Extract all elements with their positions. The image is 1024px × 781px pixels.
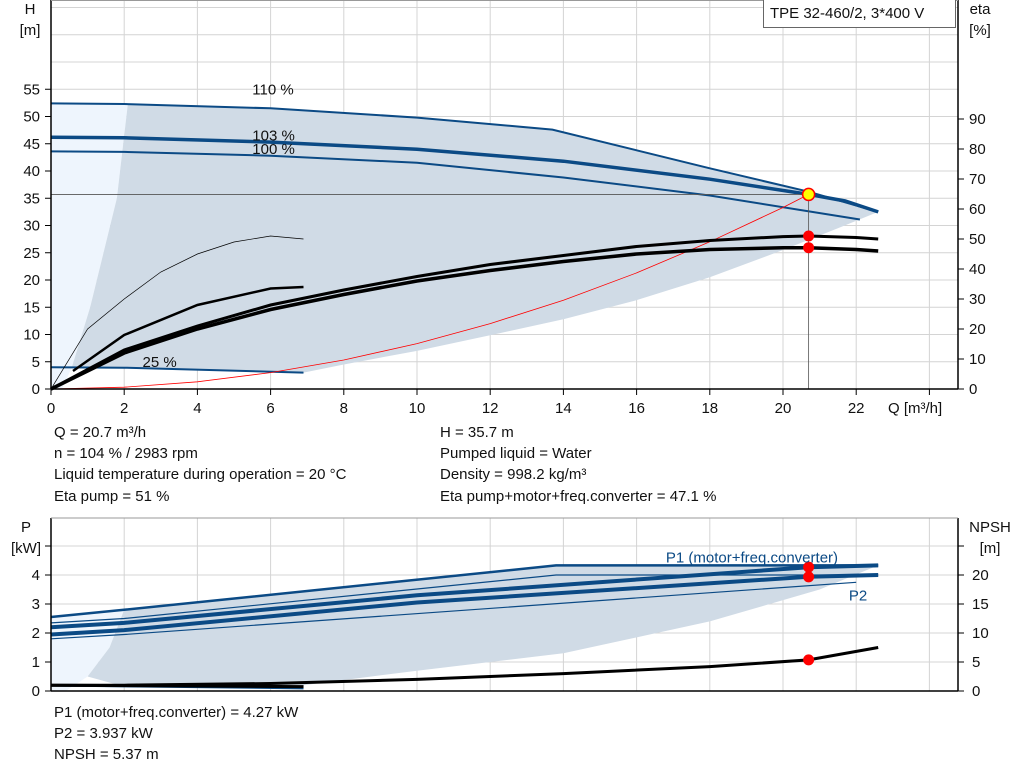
p-tick-label: 2 <box>32 625 40 642</box>
npsh-curve-25 <box>50 683 304 689</box>
y-tick-label: 5 <box>32 354 40 371</box>
y2-tick-label: 10 <box>969 351 986 368</box>
info-eta-pump: Eta pump = 51 % <box>54 488 170 505</box>
y-tick-label: 45 <box>23 136 40 153</box>
x-tick-label: 2 <box>120 400 128 417</box>
y2-tick-label: 0 <box>969 381 977 398</box>
eta-curve-eta-pump-25- <box>50 235 304 390</box>
npsh-axis-label: [m] <box>980 540 1001 557</box>
x-tick-label: 12 <box>482 400 499 417</box>
info-liquid: Pumped liquid = Water <box>440 445 592 462</box>
power-range-area <box>87 565 879 687</box>
power-curve-p2-100- <box>50 581 857 640</box>
eta-curve-eta-total-25- <box>72 285 304 373</box>
p-tick-label: 1 <box>32 654 40 671</box>
speed-label: 103 % <box>252 128 295 145</box>
y-tick-label: 10 <box>23 327 40 344</box>
info-q: Q = 20.7 m³/h <box>54 424 147 441</box>
x-tick-label: 4 <box>193 400 201 417</box>
qh-curve-h-100- <box>50 150 861 221</box>
x-tick-label: 18 <box>701 400 718 417</box>
legend-label: P1 (motor+freq.converter) <box>666 550 838 567</box>
npsh-tick-label: 15 <box>972 596 989 613</box>
y2-tick-label: 30 <box>969 291 986 308</box>
info-p1: P1 (motor+freq.converter) = 4.27 kW <box>54 704 299 721</box>
info-npsh: NPSH = 5.37 m <box>54 746 159 763</box>
power-curve-p1-110- <box>50 564 879 619</box>
y-tick-label: 35 <box>23 190 40 207</box>
y2-axis-label: [%] <box>969 22 991 39</box>
power-curve-p1-103- <box>50 563 879 630</box>
y-tick-label: 40 <box>23 163 40 180</box>
p-axis-label: P <box>21 519 31 536</box>
y-axis-label: [m] <box>20 22 41 39</box>
x-tick-label: 8 <box>340 400 348 417</box>
speed-label: 25 % <box>143 354 177 371</box>
speed-label: 110 % <box>252 81 293 98</box>
info-temperature: Liquid temperature during operation = 20… <box>54 466 347 483</box>
info-h: H = 35.7 m <box>440 424 514 441</box>
y2-tick-label: 50 <box>969 231 986 248</box>
x-tick-label: 6 <box>266 400 274 417</box>
eta-total-point <box>803 242 815 254</box>
y2-axis-label: eta <box>970 1 992 18</box>
operating-point <box>801 187 816 202</box>
x-tick-label: 0 <box>47 400 55 417</box>
y2-tick-label: 60 <box>969 201 986 218</box>
y-axis-label: H <box>25 1 36 18</box>
info-density: Density = 998.2 kg/m³ <box>440 466 587 483</box>
x-tick-label: 10 <box>409 400 426 417</box>
npsh-tick-label: 20 <box>972 567 989 584</box>
y2-tick-label: 90 <box>969 111 986 128</box>
qh-curve-h-110- <box>50 102 879 213</box>
p-tick-label: 0 <box>32 683 40 700</box>
y-tick-label: 50 <box>23 109 40 126</box>
y2-tick-label: 80 <box>969 141 986 158</box>
operating-range-light-area <box>51 103 128 390</box>
y-tick-label: 15 <box>23 299 40 316</box>
system-curve <box>50 194 809 390</box>
info-eta-total: Eta pump+motor+freq.converter = 47.1 % <box>440 488 717 505</box>
p1-point <box>803 561 815 573</box>
info-speed: n = 104 % / 2983 rpm <box>54 445 198 462</box>
y2-tick-label: 70 <box>969 171 986 188</box>
qh-curve-h-103- <box>50 135 879 214</box>
npsh-tick-label: 10 <box>972 625 989 642</box>
y2-tick-label: 40 <box>969 261 986 278</box>
legend-label: P2 <box>849 587 867 604</box>
x-axis-label: Q [m³/h] <box>888 400 942 417</box>
y-tick-label: 25 <box>23 245 40 262</box>
p-tick-label: 4 <box>32 567 40 584</box>
info-p2: P2 = 3.937 kW <box>54 725 153 742</box>
pump-title: TPE 32-460/2, 3*400 V <box>763 0 956 28</box>
x-tick-label: 22 <box>848 400 865 417</box>
npsh-tick-label: 5 <box>972 654 980 671</box>
eta-pump-point <box>803 230 815 242</box>
p-tick-label: 3 <box>32 596 40 613</box>
npsh-point <box>803 654 815 666</box>
power-curve-p1-100- <box>50 574 879 624</box>
y-tick-label: 30 <box>23 218 40 235</box>
x-tick-label: 16 <box>628 400 645 417</box>
npsh-axis-label: NPSH <box>969 519 1011 536</box>
speed-label: 100 % <box>252 141 295 158</box>
qh-curve-h-25- <box>50 366 304 374</box>
npsh-tick-label: 0 <box>972 683 980 700</box>
p2-point <box>803 571 815 583</box>
x-tick-label: 20 <box>775 400 792 417</box>
p-axis-label: [kW] <box>11 540 41 557</box>
power-curve-p2-103- <box>50 573 879 637</box>
x-tick-label: 14 <box>555 400 572 417</box>
y2-tick-label: 20 <box>969 321 986 338</box>
y-tick-label: 20 <box>23 272 40 289</box>
y-tick-label: 0 <box>32 381 40 398</box>
y-tick-label: 55 <box>23 81 40 98</box>
